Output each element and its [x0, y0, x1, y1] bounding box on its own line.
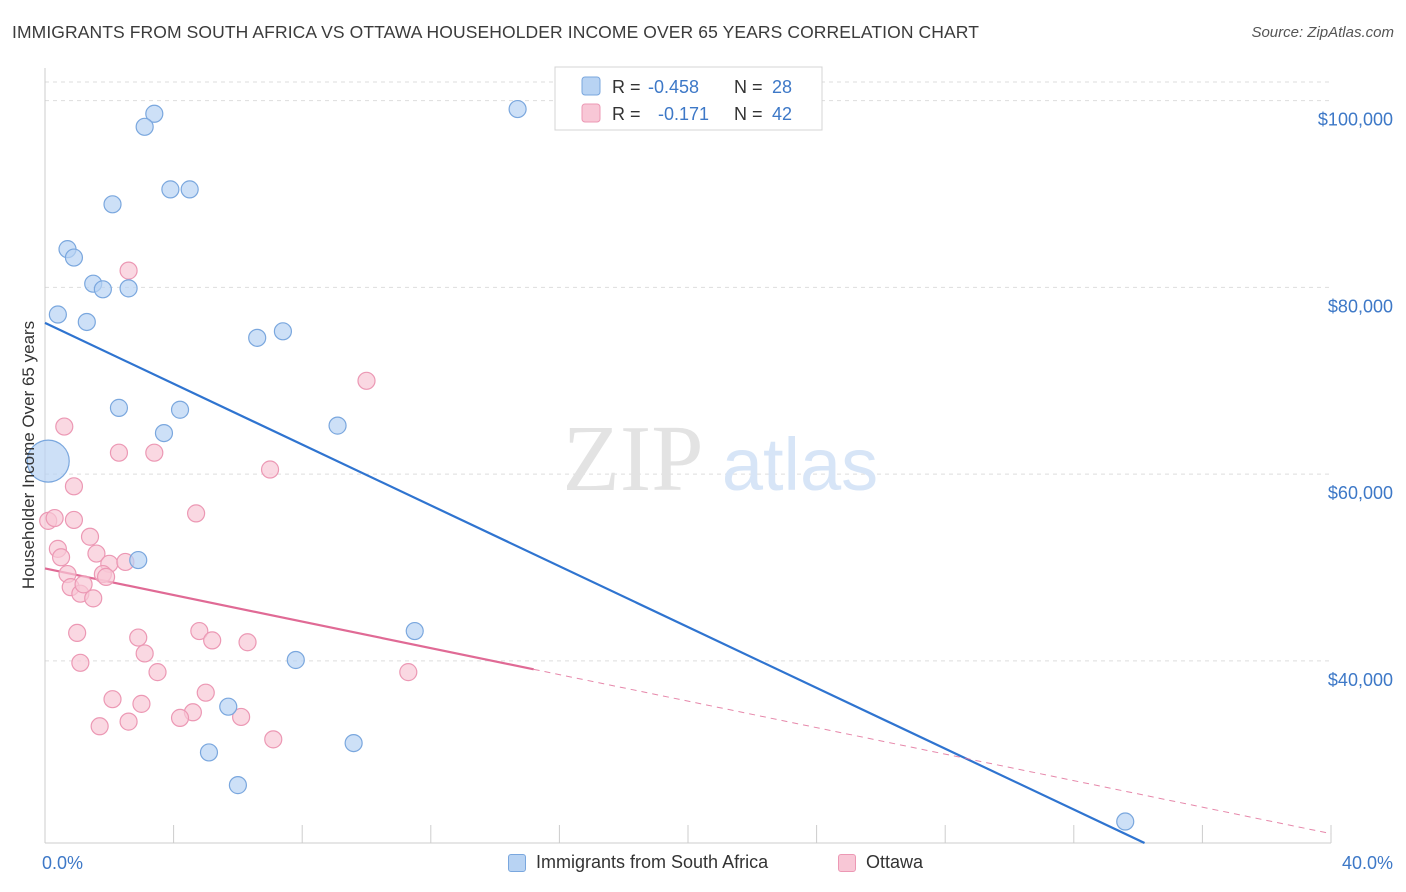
legend-swatch-ottawa	[838, 853, 856, 872]
point-pink-24	[129, 628, 148, 647]
legend-swatch-blue	[581, 76, 601, 96]
point-blue-27	[1116, 812, 1135, 831]
y-tick-label-3: $100,000	[1318, 110, 1393, 130]
point-pink-20	[84, 589, 103, 608]
point-pink-23	[68, 623, 87, 643]
point-blue-24	[199, 743, 219, 762]
point-blue-26	[228, 776, 247, 795]
y-tick-label-0: $40,000	[1328, 670, 1393, 690]
point-pink-12	[51, 548, 71, 567]
point-pink-22	[96, 567, 116, 586]
point-pink-6	[64, 477, 84, 496]
legend-n-label-pink: N =	[734, 104, 763, 124]
point-blue-21	[405, 621, 424, 641]
point-pink-29	[71, 653, 90, 672]
point-blue-3	[103, 195, 122, 214]
point-blue-10	[119, 279, 138, 298]
trend-line-blue	[44, 321, 1146, 844]
watermark: ZIP atlas	[563, 407, 879, 511]
point-pink-37	[232, 707, 251, 727]
point-pink-1	[357, 371, 376, 390]
point-pink-0	[119, 261, 138, 280]
point-pink-39	[119, 712, 138, 731]
point-pink-9	[45, 508, 64, 528]
watermark-zip: ZIP	[563, 407, 704, 511]
chart-title: IMMIGRANTS FROM SOUTH AFRICA VS OTTAWA H…	[12, 22, 979, 42]
point-blue-9	[93, 280, 112, 299]
point-pink-21	[74, 575, 93, 594]
point-blue-5	[180, 180, 199, 199]
point-pink-25	[190, 621, 209, 641]
point-pink-10	[80, 527, 100, 546]
point-blue-19	[26, 439, 70, 483]
point-blue-7	[64, 248, 84, 267]
point-blue-18	[328, 416, 347, 435]
point-pink-4	[145, 443, 164, 462]
point-pink-2	[55, 417, 74, 436]
legend-swatch-pink	[581, 103, 601, 123]
point-blue-1	[135, 117, 154, 136]
chart-source: Source: ZipAtlas.com	[1251, 24, 1394, 41]
point-blue-4	[161, 180, 180, 199]
legend-n-value-blue: 28	[772, 77, 792, 97]
legend-r-label-pink: R =	[612, 104, 641, 124]
data-points	[26, 99, 1135, 831]
point-pink-32	[103, 690, 122, 709]
point-blue-13	[248, 328, 267, 347]
point-blue-25	[344, 733, 363, 753]
point-blue-14	[273, 322, 293, 341]
point-pink-33	[132, 694, 151, 713]
point-blue-11	[48, 305, 67, 324]
point-pink-30	[148, 663, 167, 682]
tick-labels: $40,000 $60,000 $80,000 $100,000 0.0% 40.0%	[42, 110, 1393, 873]
legend-stats: R = -0.458 N = 28 R = -0.171 N = 42	[554, 66, 823, 131]
point-pink-13	[87, 544, 106, 563]
trend-extension-pink	[533, 668, 1332, 835]
point-pink-34	[196, 683, 215, 702]
x-tick-label-0: 0.0%	[42, 853, 83, 873]
point-blue-12	[77, 312, 96, 332]
point-pink-26	[203, 631, 222, 650]
legend-label-ottawa: Ottawa	[866, 852, 924, 872]
point-pink-31	[399, 663, 418, 682]
y-tick-label-1: $60,000	[1328, 483, 1393, 503]
point-blue-17	[154, 423, 174, 443]
legend-n-label-blue: N =	[734, 77, 763, 97]
point-blue-20	[129, 550, 148, 570]
point-pink-28	[135, 644, 154, 663]
legend-r-label-blue: R =	[612, 77, 641, 97]
point-blue-15	[109, 398, 129, 417]
trend-line-pink	[44, 567, 534, 671]
trend-lines	[44, 321, 1332, 844]
x-tick-label-1: 40.0%	[1342, 853, 1393, 873]
point-pink-40	[264, 730, 283, 749]
legend-item-ottawa: Ottawa	[838, 852, 923, 873]
legend-label-south-africa: Immigrants from South Africa	[536, 852, 769, 872]
legend-r-value-pink: -0.171	[658, 104, 709, 124]
y-axis-label: Householder Income Over 65 years	[19, 321, 38, 589]
watermark-atlas: atlas	[722, 423, 878, 506]
point-pink-38	[90, 717, 109, 736]
point-blue-2	[508, 99, 527, 119]
point-blue-0	[145, 104, 164, 123]
point-pink-7	[187, 504, 206, 523]
legend-item-south-africa: Immigrants from South Africa	[508, 852, 768, 873]
point-pink-41	[64, 510, 84, 530]
legend-swatch-south-africa	[508, 853, 526, 872]
point-pink-3	[109, 443, 129, 462]
point-blue-23	[219, 697, 238, 716]
point-blue-16	[170, 400, 190, 419]
legend-r-value-blue: -0.458	[648, 77, 699, 97]
point-pink-36	[170, 708, 190, 727]
point-pink-27	[238, 633, 257, 652]
legend-n-value-pink: 42	[772, 104, 792, 124]
point-pink-5	[260, 460, 280, 479]
y-tick-label-2: $80,000	[1328, 296, 1393, 316]
grid-lines	[45, 81, 1331, 662]
point-blue-22	[286, 650, 305, 670]
legend-series: Immigrants from South Africa Ottawa	[0, 852, 1406, 878]
